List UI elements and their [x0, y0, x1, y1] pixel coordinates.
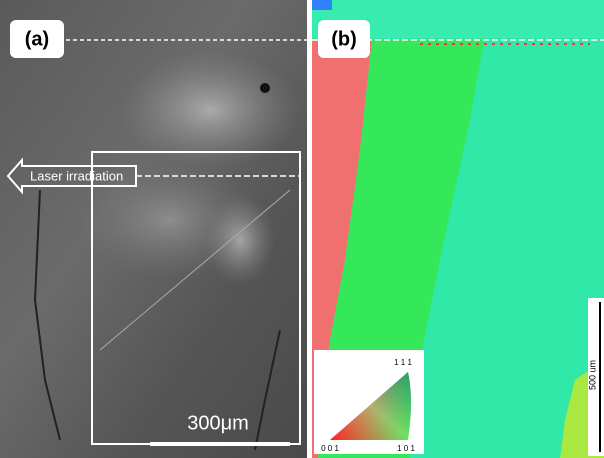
panel-label: (b) [331, 28, 357, 50]
legend-label: 1 0 1 [397, 444, 415, 453]
pit [260, 83, 270, 93]
figure: Laser irradiation (a) 300μm (b) 500 um 1… [0, 0, 604, 458]
legend-label: 1 1 1 [394, 358, 412, 367]
panel-label: (a) [25, 28, 49, 50]
legend-label: 0 0 1 [321, 444, 339, 453]
scale-label: 500 um [587, 360, 597, 390]
grain-blue [312, 0, 332, 10]
arrow-label: Laser irradiation [30, 168, 123, 183]
panel-a: Laser irradiation (a) 300μm [0, 0, 307, 458]
scale-label: 300μm [187, 412, 249, 434]
panel-b: (b) 500 um 1 1 1 0 0 1 1 0 1 [312, 0, 604, 458]
